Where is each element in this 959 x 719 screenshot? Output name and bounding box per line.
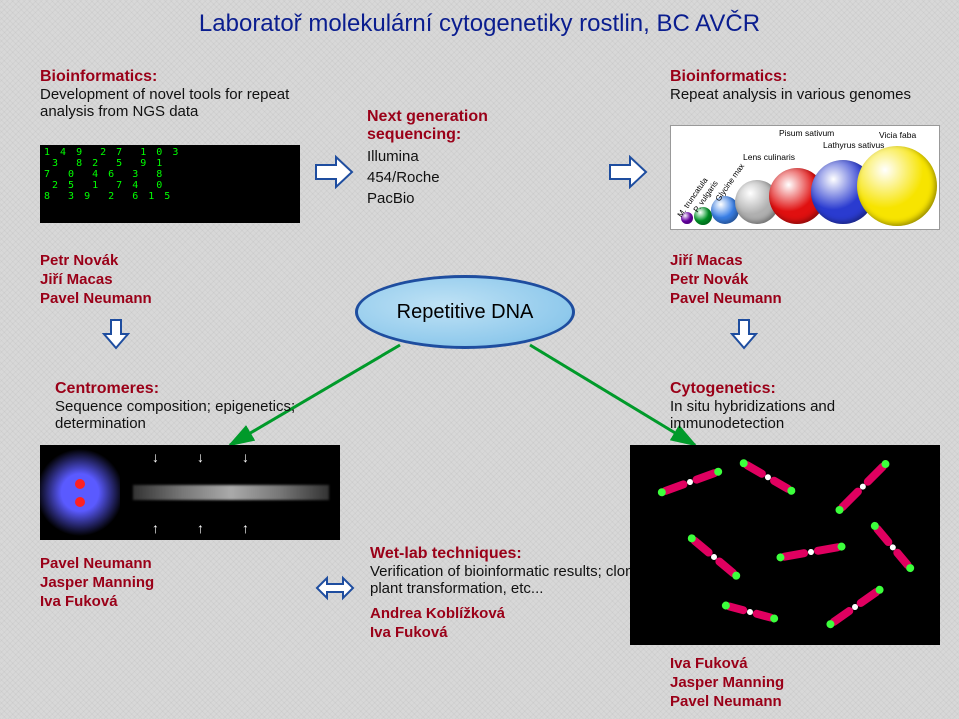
arrow-down-icon (730, 318, 758, 350)
name: Andrea Koblížková (370, 605, 660, 624)
cytogenetics-heading: Cytogenetics: (670, 380, 940, 398)
name: Petr Novák (40, 252, 152, 271)
cytogenetics-image (630, 445, 940, 645)
cytogenetics-block: Cytogenetics: In situ hybridizations and… (670, 380, 940, 432)
bioinformatics-left-block: Bioinformatics: Development of novel too… (40, 68, 300, 120)
name: Jiří Macas (670, 252, 782, 271)
centromeres-image: ↓ ↓ ↓ ↑ ↑ ↑ (40, 445, 340, 540)
cytogenetics-body: In situ hybridizations and immunodetecti… (670, 398, 940, 432)
genome-spheres-panel: M. truncatulaP. vulgarisGlycine maxLens … (670, 125, 940, 230)
page-title: Laboratoř molekulární cytogenetiky rostl… (0, 0, 959, 38)
bio-left-heading: Bioinformatics: (40, 68, 300, 86)
name: Pavel Neumann (670, 693, 784, 712)
name: Petr Novák (670, 271, 782, 290)
name: Iva Fuková (40, 593, 154, 612)
arrow-right-icon (608, 155, 648, 189)
central-ellipse: Repetitive DNA (355, 275, 575, 349)
ngs-item-1: 454/Roche (367, 169, 577, 186)
bio-left-image: 1 4 9 2 7 1 0 3 3 8 2 5 9 1 7 0 4 6 3 8 … (40, 145, 300, 223)
name: Iva Fuková (670, 655, 784, 674)
ngs-block: Next generation sequencing: Illumina 454… (367, 108, 577, 207)
ellipse-label: Repetitive DNA (397, 301, 534, 324)
name: Jasper Manning (670, 674, 784, 693)
name: Pavel Neumann (670, 290, 782, 309)
bioinformatics-right-block: Bioinformatics: Repeat analysis in vario… (670, 68, 940, 103)
name: Iva Fuková (370, 624, 660, 643)
ngs-heading: Next generation sequencing: (367, 108, 577, 144)
name: Pavel Neumann (40, 290, 152, 309)
wetlab-block: Wet-lab techniques: Verification of bioi… (370, 545, 660, 643)
bio-left-body: Development of novel tools for repeat an… (40, 86, 300, 120)
arrow-down-icon (102, 318, 130, 350)
wetlab-body: Verification of bioinformatic results; c… (370, 563, 660, 597)
centromeres-body: Sequence composition; epigenetics; deter… (55, 398, 315, 432)
names-bottom-left: Pavel Neumann Jasper Manning Iva Fuková (40, 555, 154, 611)
centromeres-heading: Centromeres: (55, 380, 315, 398)
bio-right-body: Repeat analysis in various genomes (670, 86, 940, 103)
names-bottom-right: Iva Fuková Jasper Manning Pavel Neumann (670, 655, 784, 711)
names-mid-right: Jiří Macas Petr Novák Pavel Neumann (670, 252, 782, 308)
arrow-double-icon (315, 575, 355, 601)
name: Pavel Neumann (40, 555, 154, 574)
matrix-text: 1 4 9 2 7 1 0 3 3 8 2 5 9 1 7 0 4 6 3 8 … (40, 145, 300, 204)
ngs-item-2: PacBio (367, 190, 577, 207)
wetlab-heading: Wet-lab techniques: (370, 545, 660, 563)
bio-right-heading: Bioinformatics: (670, 68, 940, 86)
names-mid-left: Petr Novák Jiří Macas Pavel Neumann (40, 252, 152, 308)
centromeres-block: Centromeres: Sequence composition; epige… (55, 380, 315, 432)
arrow-right-icon (314, 155, 354, 189)
name: Jiří Macas (40, 271, 152, 290)
name: Jasper Manning (40, 574, 154, 593)
ngs-item-0: Illumina (367, 148, 577, 165)
